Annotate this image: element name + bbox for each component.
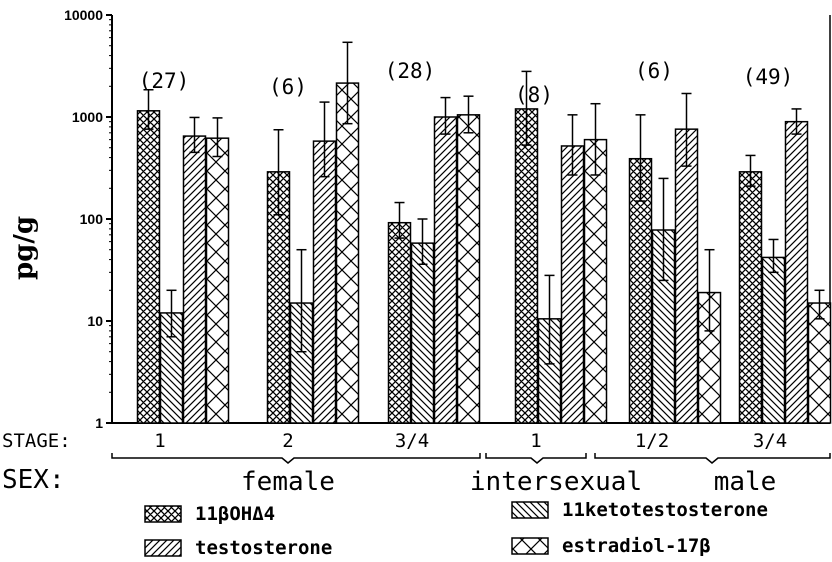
legend-swatch — [144, 539, 182, 557]
bar-estradiol — [456, 114, 481, 424]
legend-swatch — [511, 537, 549, 555]
bar-estradiol — [205, 137, 230, 424]
legend-label: 11ketotestosterone — [562, 499, 768, 521]
sample-size-label: (6) — [635, 59, 673, 83]
y-tick-label: 10000 — [64, 7, 103, 23]
bar-testosterone — [784, 120, 809, 424]
sex-label: SEX: — [2, 465, 65, 495]
sex-group-label: intersexual — [470, 467, 642, 497]
y-tick-label: 10 — [87, 313, 103, 329]
stage-tick-label: 3/4 — [753, 430, 787, 452]
female-bracket — [111, 453, 481, 464]
legend-swatch — [511, 501, 549, 519]
sample-size-label: (27) — [139, 69, 190, 93]
bar-testosterone — [433, 116, 458, 424]
error-bars-group — [143, 41, 825, 365]
stage-tick-label: 1 — [154, 430, 165, 452]
bar-estradiol — [583, 138, 608, 424]
legend: 11βOHΔ4 11ketotestosterone testosterone est… — [144, 499, 768, 559]
stage-tick-label: 3/4 — [395, 430, 429, 452]
label-group: (27) (6) (28) (8) (6) (49) 1 2 3/4 1 1/2 3/4 female i… — [111, 59, 831, 497]
stage-tick-label: 2 — [282, 430, 293, 452]
bar-11b-oh-a4 — [514, 108, 539, 424]
bar-estradiol — [335, 82, 360, 424]
legend-label: testosterone — [195, 537, 332, 559]
bar-testosterone — [182, 135, 207, 424]
bars-group — [136, 82, 832, 424]
legend-swatch — [144, 505, 182, 523]
stage-tick-label: 1 — [530, 430, 541, 452]
bar-11b-oh-a4 — [738, 171, 763, 424]
stage-tick-label: 1/2 — [635, 430, 669, 452]
sample-size-label: (28) — [385, 59, 436, 83]
sex-group-label: male — [714, 467, 777, 497]
sex-group-label: female — [241, 467, 335, 497]
bar-estradiol — [807, 302, 832, 424]
male-bracket — [594, 453, 831, 464]
bar-11b-oh-a4 — [136, 110, 161, 424]
y-tick-label: 1000 — [72, 109, 103, 125]
legend-label: estradiol-17β — [562, 535, 711, 557]
y-tick-label: 100 — [80, 211, 104, 227]
bar-11-ketotestosterone — [410, 242, 435, 424]
intersexual-bracket — [485, 453, 587, 464]
sample-size-label: (49) — [743, 65, 794, 89]
sample-size-label: (6) — [269, 75, 307, 99]
bar-testosterone — [312, 140, 337, 424]
legend-label: 11βOHΔ4 — [195, 503, 275, 525]
stage-label: STAGE: — [2, 430, 71, 452]
bar-testosterone — [674, 128, 699, 424]
plot-axes: 1 10 100 1000 10000 — [64, 7, 831, 431]
y-tick-label: 1 — [95, 415, 103, 431]
bar-11-ketotestosterone — [761, 256, 786, 424]
bar-11b-oh-a4 — [387, 221, 412, 424]
y-axis-label: pg/g — [9, 216, 39, 280]
sample-size-label: (8) — [515, 83, 553, 107]
bar-testosterone — [560, 145, 585, 424]
